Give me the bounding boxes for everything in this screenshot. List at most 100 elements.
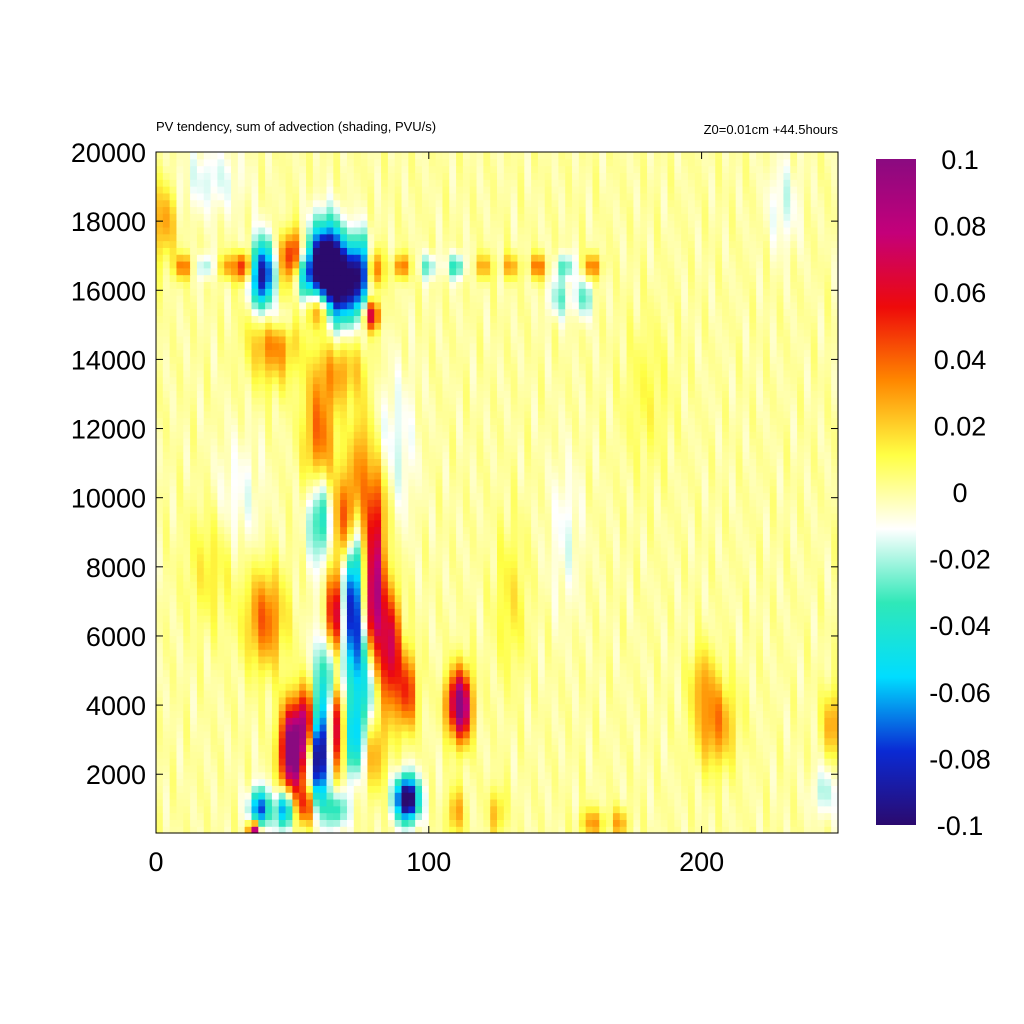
heatmap-cell <box>435 798 444 807</box>
heatmap-cell <box>544 819 553 827</box>
heatmap-cell <box>401 649 409 657</box>
heatmap-cell <box>428 737 437 746</box>
heatmap-cell <box>231 492 239 500</box>
heatmap-cell <box>681 724 689 732</box>
heatmap-cell <box>456 724 464 732</box>
heatmap-cell <box>667 506 675 514</box>
heatmap-cell <box>237 792 246 800</box>
heatmap-cell <box>319 574 328 582</box>
heatmap-cell <box>831 642 839 650</box>
heatmap-cell <box>653 649 662 657</box>
heatmap-cell <box>578 669 587 677</box>
heatmap-cell <box>456 608 464 616</box>
heatmap-cell <box>824 669 832 677</box>
heatmap-cell <box>333 615 341 623</box>
heatmap-cell <box>190 621 198 630</box>
heatmap-cell <box>633 533 641 541</box>
heatmap-cell <box>585 730 594 739</box>
heatmap-cell <box>340 533 348 541</box>
heatmap-cell <box>776 798 785 807</box>
heatmap-cell <box>394 724 403 732</box>
heatmap-cell <box>381 689 389 698</box>
heatmap-cell <box>619 703 628 712</box>
heatmap-cell <box>708 805 716 814</box>
heatmap-cell <box>196 676 205 684</box>
heatmap-cell <box>408 737 416 746</box>
heatmap-cell <box>701 737 710 746</box>
heatmap-cell <box>190 567 198 575</box>
heatmap-cell <box>196 581 205 589</box>
heatmap-cell <box>442 499 450 507</box>
heatmap-cell <box>428 519 437 528</box>
heatmap-cell <box>803 635 812 643</box>
heatmap-cell <box>237 567 246 575</box>
heatmap-cell <box>271 655 280 664</box>
heatmap-cell <box>456 812 464 820</box>
heatmap-cell <box>183 533 191 541</box>
heatmap-cell <box>237 581 246 589</box>
heatmap-cell <box>306 771 314 780</box>
heatmap-cell <box>735 826 744 834</box>
heatmap-cell <box>285 506 293 514</box>
heatmap-cell <box>169 574 178 582</box>
heatmap-cell <box>769 655 778 664</box>
heatmap-cell <box>401 792 409 800</box>
heatmap-cell <box>476 689 484 698</box>
heatmap-cell <box>476 798 484 807</box>
heatmap-cell <box>762 798 771 807</box>
heatmap-cell <box>449 574 457 582</box>
heatmap-cell <box>251 792 259 800</box>
heatmap-cell <box>442 737 450 746</box>
heatmap-cell <box>333 819 341 827</box>
heatmap-cell <box>285 696 293 705</box>
heatmap-cell <box>647 798 655 807</box>
heatmap-cell <box>353 785 362 793</box>
heatmap-cell <box>694 744 703 752</box>
heatmap-cell <box>674 805 682 814</box>
heatmap-cell <box>585 553 594 562</box>
heatmap-cell <box>769 506 778 514</box>
heatmap-cell <box>756 819 764 827</box>
heatmap-cell <box>687 758 696 766</box>
heatmap-cell <box>251 676 259 684</box>
heatmap-cell <box>790 778 798 786</box>
heatmap-cell <box>667 649 675 657</box>
heatmap-cell <box>258 649 266 657</box>
heatmap-cell <box>428 819 437 827</box>
heatmap-cell <box>333 771 341 780</box>
heatmap-cell <box>490 587 498 596</box>
heatmap-cell <box>162 567 171 575</box>
heatmap-cell <box>531 730 539 739</box>
heatmap-cell <box>374 771 382 780</box>
heatmap-cell <box>449 526 457 534</box>
heatmap-cell <box>606 689 614 698</box>
heatmap-cell <box>374 635 382 643</box>
heatmap-cell <box>831 717 839 725</box>
heatmap-cell <box>258 635 266 643</box>
heatmap-cell <box>333 546 341 555</box>
heatmap-cell <box>817 758 825 766</box>
heatmap-cell <box>606 703 614 712</box>
heatmap-cell <box>824 819 832 827</box>
heatmap-cell <box>544 764 553 773</box>
heatmap-cell <box>408 649 416 657</box>
heatmap-cell <box>531 499 539 507</box>
heatmap-cell <box>224 506 232 514</box>
heatmap-cell <box>660 601 669 609</box>
heatmap-cell <box>749 662 757 671</box>
heatmap-cell <box>762 635 771 643</box>
heatmap-cell <box>742 526 750 534</box>
heatmap-cell <box>694 703 703 712</box>
heatmap-cell <box>742 553 750 562</box>
heatmap-cell <box>415 737 423 746</box>
heatmap-cell <box>340 683 348 691</box>
heatmap-cell <box>333 669 341 677</box>
heatmap-cell <box>381 512 389 521</box>
heatmap-cell <box>612 567 621 575</box>
heatmap-cell <box>619 805 628 814</box>
heatmap-cell <box>449 669 457 677</box>
heatmap-cell <box>394 628 403 637</box>
heatmap-cell <box>176 792 184 800</box>
heatmap-cell <box>756 594 764 603</box>
heatmap-cell <box>660 526 669 534</box>
